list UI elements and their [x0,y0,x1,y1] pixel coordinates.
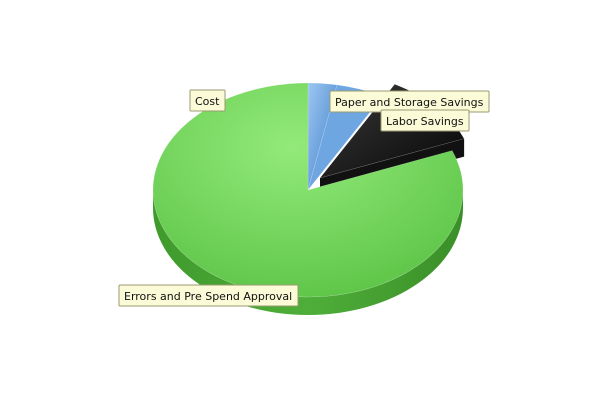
label-errors-and-pre-spend-approval: Errors and Pre Spend Approval [118,284,299,307]
pie-slice-side-errors [153,190,463,315]
label-cost: Cost [189,89,226,112]
label-errors-and-pre-spend-approval-text: Errors and Pre Spend Approval [124,290,292,303]
label-cost-box [189,89,226,112]
label-paper-and-storage-savings-text: Paper and Storage Savings [335,96,484,109]
label-labor-savings: Labor Savings [380,109,470,132]
pie-slice-errors-and-pre-spend-approval[interactable] [152,82,464,298]
label-errors-and-pre-spend-approval-box [118,284,299,307]
label-cost-text: Cost [195,95,220,108]
label-labor-savings-text: Labor Savings [386,115,464,128]
label-labor-savings-box [380,109,470,132]
label-paper-and-storage-savings: Paper and Storage Savings [329,90,490,113]
